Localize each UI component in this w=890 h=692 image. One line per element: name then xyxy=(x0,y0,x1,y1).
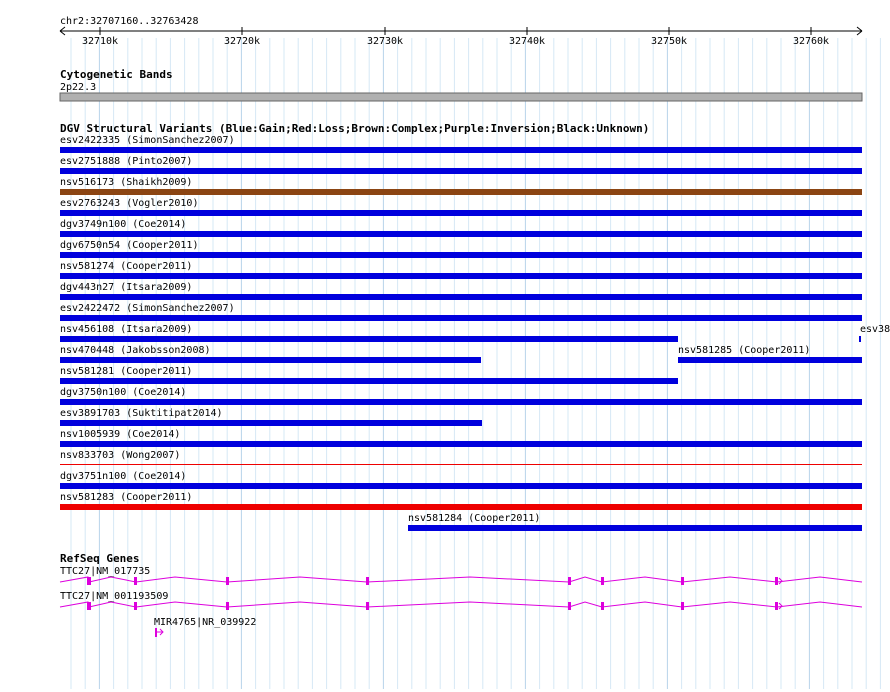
gene-exon xyxy=(681,577,684,585)
variant-bar[interactable] xyxy=(60,231,862,237)
tick-label: 32750k xyxy=(651,36,687,47)
variant-label: dgv3750n100 (Coe2014) xyxy=(60,387,186,398)
variant-label: esv3891703 (Suktitipat2014) xyxy=(60,408,223,419)
variant-bar[interactable] xyxy=(60,357,481,363)
dgv-heading: DGV Structural Variants (Blue:Gain;Red:L… xyxy=(60,122,649,135)
variant-bar[interactable] xyxy=(678,357,862,363)
variant-label: nsv581284 (Cooper2011) xyxy=(408,513,540,524)
variant-bar[interactable] xyxy=(60,147,862,153)
cytoband-track[interactable]: Cytogenetic Bands 2p22.3 xyxy=(59,68,863,102)
gene-exon xyxy=(87,577,91,585)
variant-bar[interactable] xyxy=(60,273,862,279)
variant-bar[interactable] xyxy=(60,315,862,321)
variant-bar[interactable] xyxy=(859,336,861,342)
gene-exon xyxy=(681,602,684,610)
gene-model[interactable] xyxy=(59,601,863,610)
refseq-track: RefSeq Genes TTC27|NM_017735 TTC27|NM_00… xyxy=(59,552,863,637)
variant-label: nsv1005939 (Coe2014) xyxy=(60,429,180,440)
gene-exon xyxy=(568,602,571,610)
variant-label: nsv581283 (Cooper2011) xyxy=(60,492,192,503)
gene-intron-line xyxy=(59,576,863,583)
gene-exon xyxy=(601,602,604,610)
gene-exon xyxy=(366,602,369,610)
gene-exon xyxy=(87,602,91,610)
variant-label: dgv3751n100 (Coe2014) xyxy=(60,471,186,482)
cytoband-label: 2p22.3 xyxy=(60,82,96,93)
variant-label: dgv6750n54 (Cooper2011) xyxy=(60,240,198,251)
variant-bar[interactable] xyxy=(60,210,862,216)
variant-bar[interactable] xyxy=(60,168,862,174)
tick-label: 32740k xyxy=(509,36,545,47)
variant-bar[interactable] xyxy=(60,464,862,465)
variant-bar[interactable] xyxy=(60,336,678,342)
cytoband-bar[interactable] xyxy=(59,92,863,102)
ruler-ticks: 32710k 32720k 32730k 32740k 32750k 32760… xyxy=(82,27,829,47)
variant-label: esv2763243 (Vogler2010) xyxy=(60,198,198,209)
gene-exon xyxy=(366,577,369,585)
variant-label: esv2422472 (SimonSanchez2007) xyxy=(60,303,235,314)
gene-exon xyxy=(568,577,571,585)
ruler: chr2:32707160..32763428 32710k 32720k 32… xyxy=(59,16,863,47)
tick-label: 32720k xyxy=(224,36,260,47)
variant-label: nsv470448 (Jakobsson2008) xyxy=(60,345,211,356)
variant-bar[interactable] xyxy=(60,420,482,426)
variant-label: nsv516173 (Shaikh2009) xyxy=(60,177,192,188)
gene-exon xyxy=(775,602,778,610)
variant-label: dgv3749n100 (Coe2014) xyxy=(60,219,186,230)
dgv-track: DGV Structural Variants (Blue:Gain;Red:L… xyxy=(60,122,890,531)
gene-model[interactable] xyxy=(59,576,863,585)
variant-label: nsv456108 (Itsara2009) xyxy=(60,324,192,335)
ruler-right-arrow xyxy=(856,26,863,36)
cytoband-heading: Cytogenetic Bands xyxy=(60,68,173,81)
variant-label: nsv581285 (Cooper2011) xyxy=(678,345,810,356)
variant-bar[interactable] xyxy=(60,483,862,489)
ruler-title: chr2:32707160..32763428 xyxy=(60,16,198,27)
strand-arrow-icon xyxy=(157,628,164,636)
gene-exon xyxy=(226,577,229,585)
strand-arrow-icon xyxy=(778,602,783,610)
variant-bar[interactable] xyxy=(60,294,862,300)
refseq-heading: RefSeq Genes xyxy=(60,552,139,565)
gene-exon xyxy=(601,577,604,585)
variant-bar[interactable] xyxy=(60,189,862,195)
variant-bar[interactable] xyxy=(60,378,678,384)
gene-exon xyxy=(155,628,157,637)
gene-intron-line xyxy=(59,601,863,608)
gene-exon xyxy=(134,602,137,610)
variant-bar[interactable] xyxy=(60,504,862,510)
tick-label: 32710k xyxy=(82,36,118,47)
gene-label: TTC27|NM_017735 xyxy=(60,566,150,577)
variant-bar[interactable] xyxy=(60,399,862,405)
variant-bar[interactable] xyxy=(408,525,862,531)
gene-exon xyxy=(226,602,229,610)
ruler-left-arrow xyxy=(59,26,66,36)
variant-bar[interactable] xyxy=(60,441,862,447)
tick-label: 32760k xyxy=(793,36,829,47)
gene-label: MIR4765|NR_039922 xyxy=(154,617,256,628)
variant-label: nsv581274 (Cooper2011) xyxy=(60,261,192,272)
variant-label: esv38 xyxy=(860,324,890,335)
variant-label: esv2751888 (Pinto2007) xyxy=(60,156,192,167)
variant-label: esv2422335 (SimonSanchez2007) xyxy=(60,135,235,146)
variant-bar[interactable] xyxy=(60,252,862,258)
variant-label: nsv833703 (Wong2007) xyxy=(60,450,180,461)
variant-label: nsv581281 (Cooper2011) xyxy=(60,366,192,377)
gene-label: TTC27|NM_001193509 xyxy=(60,591,168,602)
gene-model[interactable] xyxy=(155,628,164,637)
gene-exon xyxy=(775,577,778,585)
gene-exon xyxy=(134,577,137,585)
tick-label: 32730k xyxy=(367,36,403,47)
variant-label: dgv443n27 (Itsara2009) xyxy=(60,282,192,293)
strand-arrow-icon xyxy=(778,577,783,585)
